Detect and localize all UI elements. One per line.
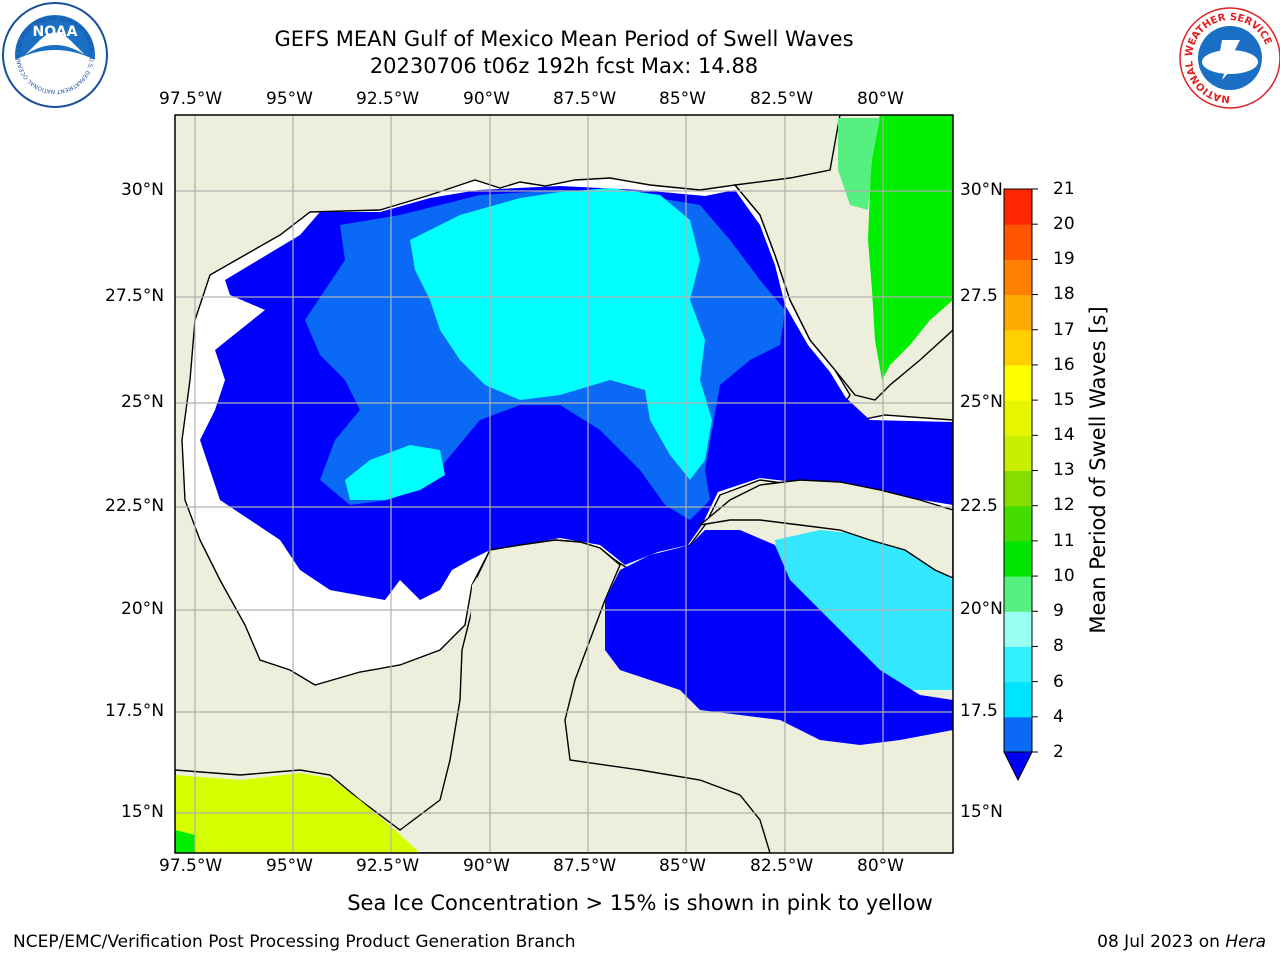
colorbar-label: 12 [1053, 495, 1075, 515]
cuba-land [697, 479, 953, 579]
colorbar-segment [1004, 364, 1032, 401]
colorbar-label: 16 [1053, 355, 1075, 375]
lon-label-top: 97.5°W [159, 89, 223, 109]
yucatan-land [175, 539, 771, 853]
lon-label-bottom: 95°W [266, 856, 313, 876]
lon-label-bottom: 87.5°W [553, 856, 617, 876]
lat-label-right: 27.5 [960, 286, 998, 306]
lat-label-left: 20°N [121, 599, 164, 619]
colorbar-label: 8 [1053, 636, 1064, 656]
lat-label-left: 15°N [121, 802, 164, 822]
lat-label-right: 30°N [960, 180, 1003, 200]
colorbar-label: 4 [1053, 707, 1064, 727]
map-title: GEFS MEAN Gulf of Mexico Mean Period of … [274, 27, 854, 51]
lat-label-right: 15°N [960, 802, 1003, 822]
lat-label-left: 22.5°N [105, 496, 165, 516]
colorbar-segment [1004, 400, 1032, 436]
lat-label-right: 20°N [960, 599, 1003, 619]
lon-label-bottom: 80°W [857, 856, 904, 876]
lat-label-right: 22.5 [960, 496, 998, 516]
lon-label-bottom: 85°W [659, 856, 706, 876]
colorbar-label: 19 [1053, 249, 1075, 269]
lon-label-top: 95°W [266, 89, 313, 109]
map-subtitle: 20230706 t06z 192h fcst Max: 14.88 [369, 54, 759, 78]
colorbar-label: 6 [1053, 672, 1064, 692]
footer-date: 08 Jul 2023 on Hera [1097, 932, 1266, 952]
sea-ice-note: Sea Ice Concentration > 15% is shown in … [347, 891, 933, 915]
lat-label-right: 17.5 [960, 701, 998, 721]
lon-label-bottom: 92.5°W [356, 856, 420, 876]
colorbar-label: 13 [1053, 460, 1075, 480]
colorbar-segment [1004, 224, 1032, 260]
caribbean-swell-blue [605, 530, 953, 745]
lon-label-bottom: 90°W [463, 856, 510, 876]
colorbar-segment [1004, 470, 1032, 507]
colorbar-segment [1004, 681, 1032, 718]
colorbar-label: 20 [1053, 214, 1075, 234]
atlantic-swell-light [838, 118, 880, 210]
lon-label-bottom: 97.5°W [159, 856, 223, 876]
colorbar-label: 14 [1053, 425, 1075, 445]
colorbar-segment [1004, 505, 1032, 542]
colorbar-segment [1004, 189, 1032, 225]
lat-label-left: 30°N [121, 180, 164, 200]
lon-label-top: 82.5°W [750, 89, 814, 109]
footer-organization: NCEP/EMC/Verification Post Processing Pr… [13, 932, 576, 952]
lon-label-top: 80°W [857, 89, 904, 109]
yucatan-peninsula [470, 548, 612, 650]
map-gridlines [175, 115, 953, 853]
colorbar-label: 10 [1053, 566, 1075, 586]
colorbar-title: Mean Period of Swell Waves [s] [1086, 306, 1110, 634]
lat-label-left: 27.5°N [105, 286, 165, 306]
colorbar-segment [1004, 435, 1032, 471]
nws-logo: NATIONAL WEATHER SERVICE [1179, 7, 1280, 109]
colorbar-extend-arrow [1003, 751, 1033, 782]
lon-label-top: 92.5°W [356, 89, 420, 109]
lat-label-right: 25°N [960, 392, 1003, 412]
lon-label-top: 87.5°W [553, 89, 617, 109]
noaa-logo-text: NOAA [33, 24, 78, 40]
colorbar-segment [1004, 716, 1032, 753]
colorbar-segment [1004, 329, 1032, 366]
map-area [175, 115, 953, 853]
colorbar-segment [1004, 540, 1032, 577]
colorbar-label: 21 [1053, 179, 1075, 199]
colorbar-label: 17 [1053, 320, 1075, 340]
colorbar-label: 18 [1053, 284, 1075, 304]
colorbar-label: 2 [1053, 742, 1064, 762]
lon-label-top: 90°W [463, 89, 510, 109]
footer-machine: Hera [1225, 932, 1266, 952]
map-frame [174, 114, 954, 854]
colorbar-label: 9 [1053, 601, 1064, 621]
lon-label-bottom: 82.5°W [750, 856, 814, 876]
colorbar-label: 11 [1053, 531, 1075, 551]
colorbar-label: 15 [1053, 390, 1075, 410]
swell-6-8s-gulf [410, 188, 712, 480]
noaa-logo: NOAA NATIONAL OCEANIC AND ATMOSPHERIC AD… [0, 0, 108, 108]
colorbar-segment [1004, 259, 1032, 296]
colorbar-segment [1004, 576, 1032, 612]
lon-label-top: 85°W [659, 89, 706, 109]
colorbar [1003, 188, 1038, 782]
pacific-swell-green [175, 830, 195, 853]
atlantic-swell-green [868, 115, 953, 380]
lat-label-left: 25°N [121, 392, 164, 412]
lat-label-left: 17.5°N [105, 701, 165, 721]
colorbar-segment [1004, 294, 1032, 331]
swell-6-8s-west [345, 445, 445, 500]
colorbar-segment [1004, 611, 1032, 647]
colorbar-segment [1004, 646, 1032, 683]
footer-date-text: 08 Jul 2023 on [1097, 932, 1226, 952]
